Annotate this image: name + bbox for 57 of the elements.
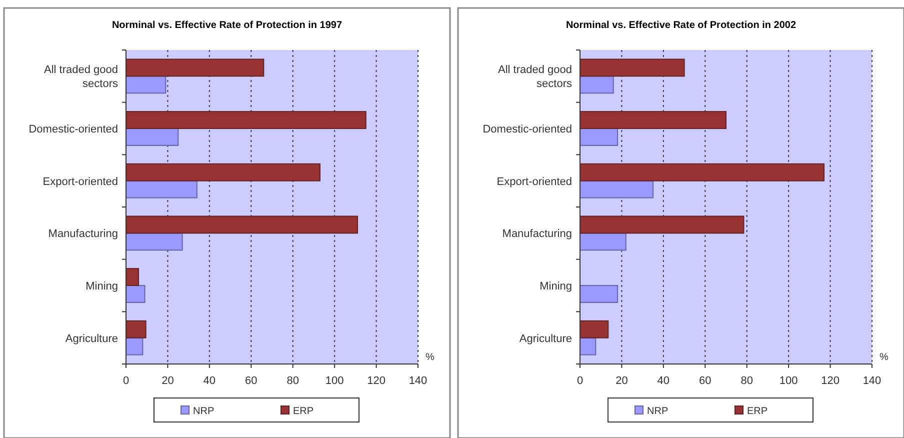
y-tick-label: Export-oriented [42,176,118,188]
bar [126,128,179,146]
bar [580,285,618,303]
x-tick-label: 120 [821,375,840,387]
bar [580,76,614,94]
x-tick-label: 20 [616,375,628,387]
bar [580,216,744,234]
x-tick-label: 80 [740,375,753,387]
bar [126,163,320,182]
legend-label: ERP [293,406,314,417]
bar [580,111,726,129]
bar [126,320,146,338]
y-tick-label: Agriculture [65,332,118,345]
x-axis-title: % [426,352,435,363]
bar [580,320,609,338]
bar [580,58,685,77]
bar [580,180,654,198]
x-tick-label: 100 [325,375,344,387]
bar [580,163,825,182]
x-tick-label: 0 [122,375,130,387]
bar [580,128,618,146]
y-tick-label: Agriculture [519,332,572,345]
x-tick-label: 120 [367,375,386,387]
y-tick-label: Domestic-oriented [482,124,572,136]
x-tick-label: 100 [779,375,798,387]
y-tick-label: All traded good sectors [44,64,118,90]
bar [126,180,198,198]
bar [580,232,626,251]
legend-label: ERP [747,406,768,417]
x-axis-title: % [880,352,889,363]
x-tick-label: 60 [245,375,258,387]
bar [126,58,264,77]
bar [126,268,140,286]
x-tick-label: 20 [162,375,174,387]
x-tick-label: 40 [203,375,216,387]
x-tick-label: 40 [657,375,670,387]
y-tick-label: Domestic-oriented [28,124,118,136]
chart-title: Norminal vs. Effective Rate of Protection in 1997 [112,20,342,31]
y-tick-label: All traded good sectors [498,64,572,90]
y-tick-label: Mining [540,280,572,292]
bar [126,285,146,303]
x-tick-label: 0 [576,375,584,387]
y-tick-label: Mining [86,280,118,292]
bar [126,111,366,129]
bar [126,232,183,251]
y-tick-label: Manufacturing [48,228,118,240]
chart-title: Norminal vs. Effective Rate of Protection in 2002 [566,20,796,31]
x-tick-label: 140 [862,375,882,387]
y-tick-label: Export-oriented [496,176,572,188]
legend-label: NRP [647,406,668,417]
x-tick-label: 140 [408,375,428,387]
bar [126,76,166,94]
bar [126,216,358,234]
x-tick-label: 80 [286,375,299,387]
x-tick-label: 60 [699,375,712,387]
legend-label: NRP [193,406,214,417]
y-tick-label: Manufacturing [502,228,572,240]
